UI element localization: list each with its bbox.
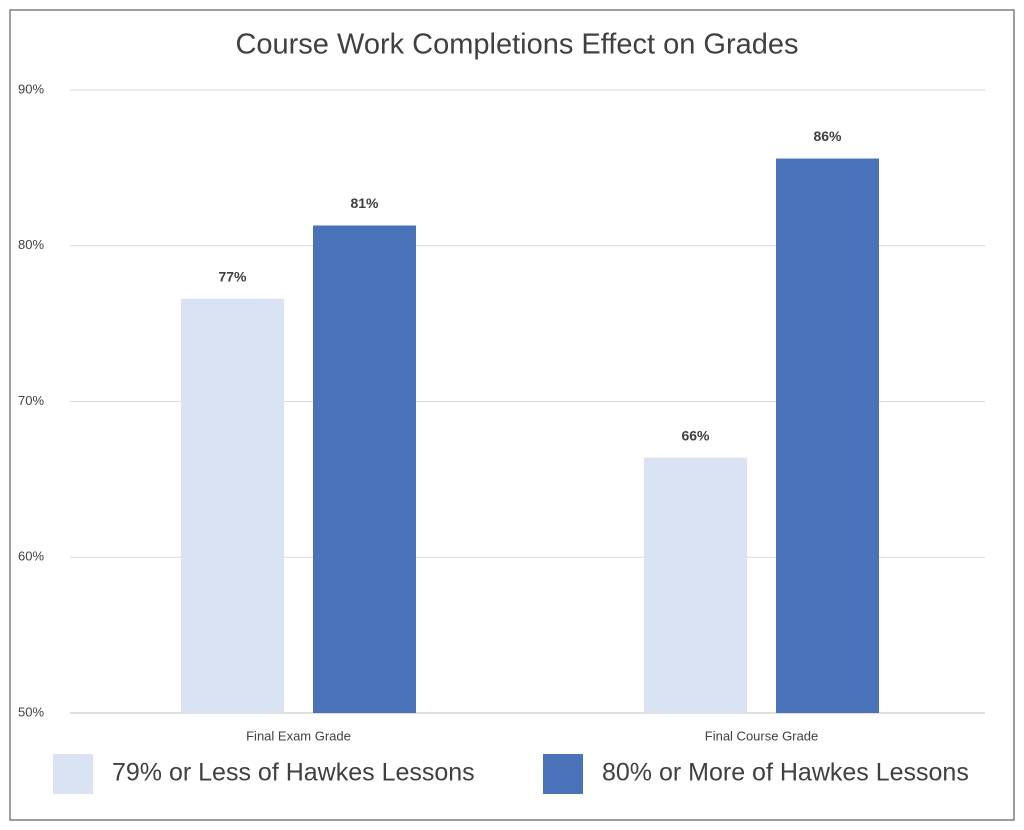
bar [181, 298, 284, 713]
y-tick-label: 90% [18, 81, 44, 96]
legend-label: 80% or More of Hawkes Lessons [602, 759, 969, 787]
value-label: 86% [813, 128, 842, 144]
x-tick-label: Final Exam Grade [246, 728, 351, 743]
legend-label: 79% or Less of Hawkes Lessons [112, 759, 475, 787]
legend-swatch [543, 754, 583, 794]
bar [644, 457, 747, 713]
value-label: 77% [218, 268, 247, 284]
value-label: 66% [681, 427, 710, 443]
y-tick-label: 50% [18, 704, 44, 719]
legend-swatch [53, 754, 93, 794]
y-tick-label: 80% [18, 237, 44, 252]
bar [313, 225, 416, 713]
chart-title: Course Work Completions Effect on Grades [235, 29, 798, 61]
x-tick-label: Final Course Grade [705, 728, 818, 743]
value-label: 81% [350, 195, 379, 211]
bar [776, 158, 879, 713]
y-tick-label: 70% [18, 393, 44, 408]
y-tick-label: 60% [18, 549, 44, 564]
